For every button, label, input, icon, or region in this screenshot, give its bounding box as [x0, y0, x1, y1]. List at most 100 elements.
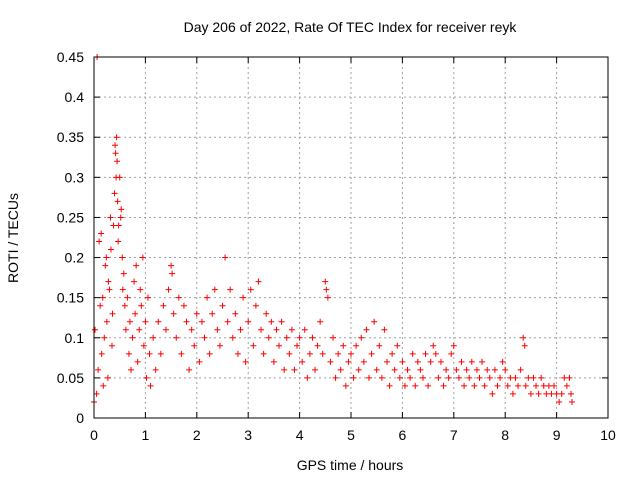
x-tick-label: 7	[450, 427, 458, 443]
data-point	[119, 286, 126, 293]
y-tick-label: 0.15	[57, 290, 84, 306]
data-point	[566, 374, 573, 381]
data-point	[494, 382, 501, 389]
data-point	[569, 398, 576, 405]
data-point	[453, 366, 460, 373]
data-point	[204, 294, 211, 301]
x-tick-label: 5	[347, 427, 355, 443]
data-point	[175, 294, 182, 301]
y-tick-label: 0	[76, 410, 84, 426]
data-point	[113, 134, 120, 141]
data-point	[270, 358, 277, 365]
data-point	[461, 382, 468, 389]
data-point	[360, 358, 367, 365]
data-point	[301, 326, 308, 333]
x-axis-label: GPS time / hours	[297, 457, 404, 473]
x-tick-label: 9	[553, 427, 561, 443]
data-point	[507, 374, 514, 381]
data-point	[515, 382, 522, 389]
data-point	[304, 374, 311, 381]
data-point	[535, 390, 542, 397]
data-point	[309, 334, 316, 341]
data-point	[473, 366, 480, 373]
data-point	[430, 342, 437, 349]
y-tick-label: 0.45	[57, 49, 84, 65]
data-point	[317, 318, 324, 325]
gridlines	[94, 57, 608, 418]
data-point	[191, 342, 198, 349]
data-point	[504, 382, 511, 389]
data-point	[466, 374, 473, 381]
data-point	[209, 310, 216, 317]
data-point	[553, 390, 560, 397]
data-point	[234, 350, 241, 357]
data-point	[134, 358, 141, 365]
data-point	[121, 302, 128, 309]
data-point	[414, 358, 421, 365]
data-point	[312, 366, 319, 373]
data-point	[139, 254, 146, 261]
data-point	[563, 382, 570, 389]
data-point	[286, 350, 293, 357]
data-point	[520, 334, 527, 341]
data-point	[206, 350, 213, 357]
data-point	[105, 278, 112, 285]
data-point	[108, 342, 115, 349]
data-point	[283, 334, 290, 341]
y-tick-label: 0.1	[65, 330, 85, 346]
data-point	[463, 366, 470, 373]
data-point	[502, 366, 509, 373]
data-point	[332, 374, 339, 381]
data-point	[299, 358, 306, 365]
data-point	[376, 342, 383, 349]
data-point	[445, 374, 452, 381]
data-point	[144, 294, 151, 301]
data-point	[486, 374, 493, 381]
x-tick-label: 0	[90, 427, 98, 443]
data-point	[97, 302, 104, 309]
data-point	[476, 374, 483, 381]
data-point	[96, 238, 103, 245]
data-point	[324, 294, 331, 301]
data-point	[142, 318, 149, 325]
data-point	[556, 398, 563, 405]
data-point	[98, 230, 105, 237]
data-point	[497, 374, 504, 381]
data-point	[162, 326, 169, 333]
data-point	[160, 302, 167, 309]
chart-title: Day 206 of 2022, Rate Of TEC Index for r…	[184, 19, 518, 35]
data-point	[227, 286, 234, 293]
data-point	[114, 198, 121, 205]
data-point	[222, 254, 229, 261]
data-point	[100, 382, 107, 389]
data-point	[545, 382, 552, 389]
x-tick-label: 3	[244, 427, 252, 443]
data-point	[93, 390, 100, 397]
data-point	[314, 342, 321, 349]
data-point	[111, 190, 118, 197]
data-point	[240, 294, 247, 301]
data-point	[412, 382, 419, 389]
data-point	[92, 326, 99, 333]
data-point	[455, 374, 462, 381]
data-point	[527, 390, 534, 397]
data-point	[381, 326, 388, 333]
data-points	[91, 54, 576, 405]
data-point	[481, 382, 488, 389]
data-point	[533, 382, 540, 389]
data-point	[389, 350, 396, 357]
data-point	[117, 214, 124, 221]
data-point	[342, 382, 349, 389]
x-tick-labels: 0 1 2 3 4 5 6 7 8 9 10	[90, 427, 616, 443]
data-point	[373, 366, 380, 373]
data-point	[169, 270, 176, 277]
data-point	[567, 390, 574, 397]
data-point	[540, 382, 547, 389]
data-point	[229, 334, 236, 341]
data-point	[219, 302, 226, 309]
data-point	[216, 342, 223, 349]
data-point	[170, 310, 177, 317]
data-point	[335, 350, 342, 357]
data-point	[396, 374, 403, 381]
x-tick-label: 8	[501, 427, 509, 443]
